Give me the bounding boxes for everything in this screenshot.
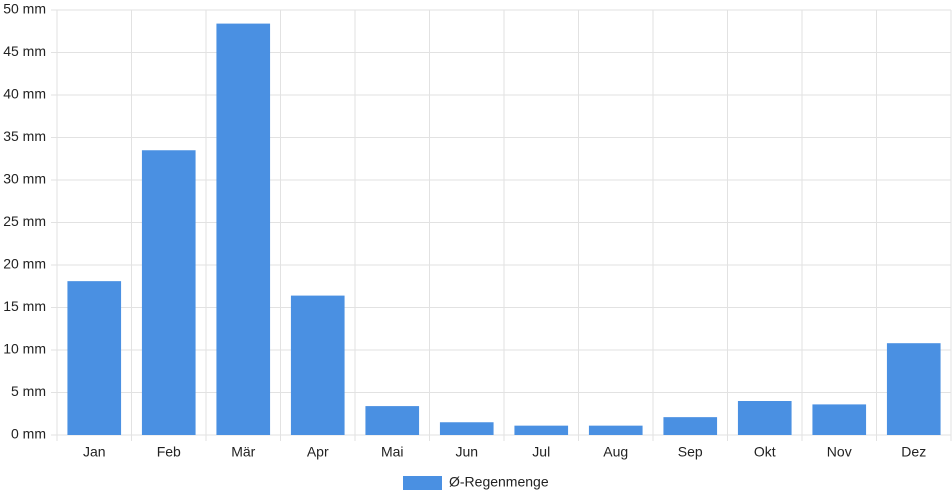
bar [290, 295, 345, 435]
bar [514, 425, 569, 435]
bar [216, 23, 271, 435]
bar [812, 404, 867, 435]
bar [365, 406, 420, 435]
y-tick-label: 5 mm [11, 383, 46, 399]
x-tick-label: Dez [901, 444, 926, 460]
y-tick-label: 25 mm [3, 213, 46, 229]
x-tick-label: Nov [827, 444, 852, 460]
x-tick-label: Apr [307, 444, 329, 460]
x-tick-label: Sep [678, 444, 703, 460]
x-tick-label: Okt [754, 444, 776, 460]
y-tick-label: 50 mm [3, 1, 46, 17]
y-tick-label: 40 mm [3, 86, 46, 102]
x-tick-label: Mär [231, 444, 255, 460]
bar [439, 422, 494, 435]
legend-swatch [403, 476, 442, 490]
y-tick-label: 0 mm [11, 426, 46, 442]
bar [588, 425, 643, 435]
x-tick-label: Mai [381, 444, 404, 460]
y-tick-label: 30 mm [3, 171, 46, 187]
bar [886, 343, 941, 435]
bar [141, 150, 196, 435]
x-tick-label: Aug [603, 444, 628, 460]
y-tick-label: 10 mm [3, 341, 46, 357]
bar [737, 401, 792, 435]
y-tick-label: 15 mm [3, 298, 46, 314]
y-tick-label: 45 mm [3, 43, 46, 59]
y-tick-label: 35 mm [3, 128, 46, 144]
legend-label: Ø-Regenmenge [449, 474, 549, 490]
bar [663, 417, 718, 435]
x-tick-label: Jan [83, 444, 106, 460]
x-tick-label: Jul [532, 444, 550, 460]
y-tick-label: 20 mm [3, 256, 46, 272]
x-tick-label: Feb [157, 444, 181, 460]
bar [67, 281, 122, 435]
x-tick-label: Jun [455, 444, 478, 460]
